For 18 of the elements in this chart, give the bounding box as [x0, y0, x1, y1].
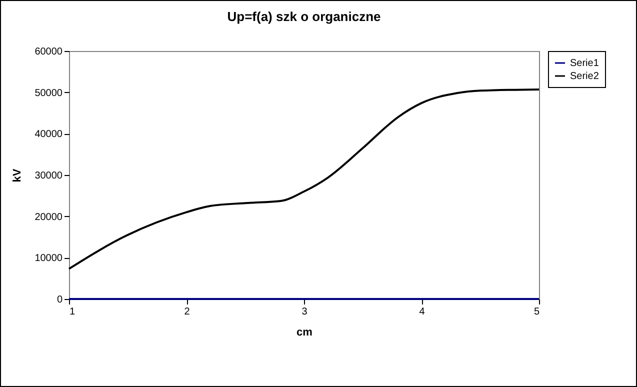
y-tick-label: 50000 [34, 88, 63, 99]
x-tick-label: 1 [70, 306, 76, 318]
legend-label: Serie2 [570, 71, 600, 82]
x-tick-label: 2 [184, 306, 190, 318]
x-tick-label: 5 [534, 306, 540, 318]
chart-title: Up=f(a) szk o organiczne [227, 9, 381, 24]
legend-label: Serie1 [570, 58, 600, 69]
x-tick-label: 3 [302, 306, 308, 318]
y-tick-label: 40000 [34, 129, 63, 140]
y-tick-label: 30000 [34, 170, 63, 182]
line-series [68, 88, 540, 270]
x-tick-label: 4 [419, 306, 426, 318]
y-tick-label: 60000 [34, 46, 63, 58]
y-tick-label: 10000 [34, 253, 63, 264]
y-axis-title: kV [12, 168, 24, 182]
y-tick-label: 0 [56, 294, 63, 306]
y-tick-label: 20000 [34, 212, 63, 223]
x-axis-title: cm [296, 326, 313, 338]
